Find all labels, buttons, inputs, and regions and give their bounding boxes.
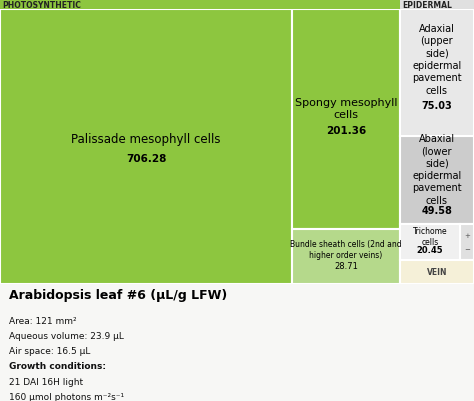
Text: Abaxial
(lower
side)
epidermal
pavement
cells: Abaxial (lower side) epidermal pavement … — [412, 134, 462, 205]
Text: EPIDERMAL: EPIDERMAL — [402, 0, 452, 10]
Text: Adaxial
(upper
side)
epidermal
pavement
cells: Adaxial (upper side) epidermal pavement … — [412, 24, 462, 95]
Bar — [0, 0, 400, 10]
Text: Growth conditions:: Growth conditions: — [9, 361, 107, 371]
Text: 49.58: 49.58 — [421, 205, 452, 215]
Bar — [400, 0, 474, 10]
Text: Spongy mesophyll
cells: Spongy mesophyll cells — [295, 98, 397, 120]
Bar — [400, 260, 474, 285]
Text: 201.36: 201.36 — [326, 126, 366, 136]
Bar — [460, 224, 474, 260]
Bar — [400, 224, 460, 260]
Text: −: − — [464, 246, 470, 252]
Text: Trichome
cells: Trichome cells — [412, 227, 447, 247]
Text: 75.03: 75.03 — [421, 101, 452, 111]
Text: +: + — [464, 232, 470, 238]
Text: 706.28: 706.28 — [126, 153, 166, 163]
Text: Arabidopsis leaf #6 (μL/g LFW): Arabidopsis leaf #6 (μL/g LFW) — [9, 288, 228, 301]
Text: Air space: 16.5 μL: Air space: 16.5 μL — [9, 346, 91, 355]
Bar — [400, 10, 474, 136]
Text: 160 μmol photons m⁻²s⁻¹: 160 μmol photons m⁻²s⁻¹ — [9, 392, 125, 401]
Bar — [400, 136, 474, 224]
Text: 20.45: 20.45 — [417, 246, 443, 255]
Text: Bundle sheath cells (2nd and
higher order veins): Bundle sheath cells (2nd and higher orde… — [290, 239, 402, 259]
Text: Palissade mesophyll cells: Palissade mesophyll cells — [72, 133, 221, 146]
Text: Aqueous volume: 23.9 μL: Aqueous volume: 23.9 μL — [9, 331, 124, 340]
Text: 28.71: 28.71 — [334, 261, 358, 270]
Text: Area: 121 mm²: Area: 121 mm² — [9, 316, 77, 325]
Bar — [292, 230, 400, 285]
Text: VEIN: VEIN — [427, 268, 447, 277]
Text: PHOTOSYNTHETIC: PHOTOSYNTHETIC — [2, 0, 81, 10]
Bar — [0, 10, 292, 285]
Bar — [292, 10, 400, 230]
Text: 21 DAI 16H light: 21 DAI 16H light — [9, 377, 83, 385]
